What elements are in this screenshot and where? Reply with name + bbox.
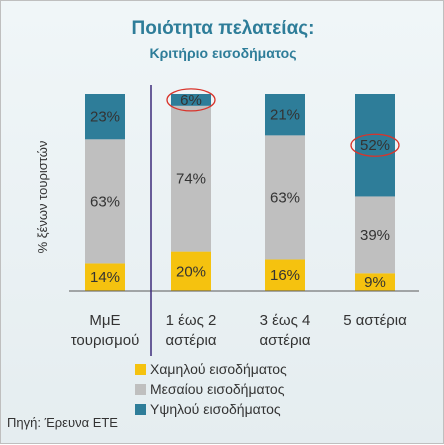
chart-subtitle: Κριτήριο εισοδήματος <box>149 45 296 61</box>
bar-segment <box>171 251 211 291</box>
legend-swatch <box>135 404 146 415</box>
category-label: ΜμΕ <box>89 312 120 329</box>
category-label: 3 έως 4 <box>260 312 311 329</box>
legend: Χαμηλού εισοδήματος Μεσαίου εισοδήματος Υψ… <box>135 361 287 417</box>
data-label: 63% <box>270 189 300 206</box>
bar-segment <box>355 94 395 197</box>
bar-segment <box>85 263 125 291</box>
data-label: 6% <box>180 92 202 109</box>
category-label: τουρισμού <box>71 332 140 349</box>
bar-segment <box>265 259 305 291</box>
bar-segment <box>85 94 125 140</box>
data-label: 63% <box>90 193 120 210</box>
data-label: 16% <box>270 267 300 284</box>
highlight-ellipse <box>350 133 400 157</box>
bar-segment <box>171 94 211 106</box>
bar-segment <box>355 273 395 291</box>
legend-label: Υψηλού εισοδήματος <box>150 401 281 417</box>
data-label: 9% <box>364 274 386 291</box>
bar-segment <box>265 94 305 136</box>
bar-segment <box>355 196 395 274</box>
data-labels-group: 14% 63% 23% 20% 74% 6% 16% 63% 21% 9% 39% 52% <box>90 88 400 291</box>
bars-group <box>85 94 395 291</box>
chart-title: Ποιότητα πελατείας: <box>132 18 315 39</box>
bar-segment <box>171 105 211 252</box>
data-label: 21% <box>270 107 300 124</box>
category-label: αστέρια <box>259 332 310 349</box>
bar-segment <box>265 135 305 260</box>
y-axis-label: % ξένων τουριστών <box>35 141 50 254</box>
legend-swatch <box>135 384 146 395</box>
category-labels-group: ΜμΕ τουρισμού 1 έως 2 αστέρια 3 έως 4 αστέρια… <box>71 312 407 349</box>
data-label: 39% <box>360 227 390 244</box>
category-label: αστέρια <box>165 332 216 349</box>
data-label: 52% <box>360 137 390 154</box>
legend-swatch <box>135 364 146 375</box>
data-label: 14% <box>90 269 120 286</box>
data-label: 20% <box>176 263 206 280</box>
legend-label: Μεσαίου εισοδήματος <box>150 381 285 397</box>
source-note: Πηγή: Έρευνα ΕΤΕ <box>7 415 118 430</box>
category-label: 5 αστέρια <box>343 312 407 329</box>
category-label: 1 έως 2 <box>166 312 217 329</box>
bar-segment <box>85 139 125 264</box>
data-label: 23% <box>90 109 120 126</box>
data-label: 74% <box>176 171 206 188</box>
highlight-ellipse <box>166 88 216 112</box>
legend-label: Χαμηλού εισοδήματος <box>150 361 287 377</box>
